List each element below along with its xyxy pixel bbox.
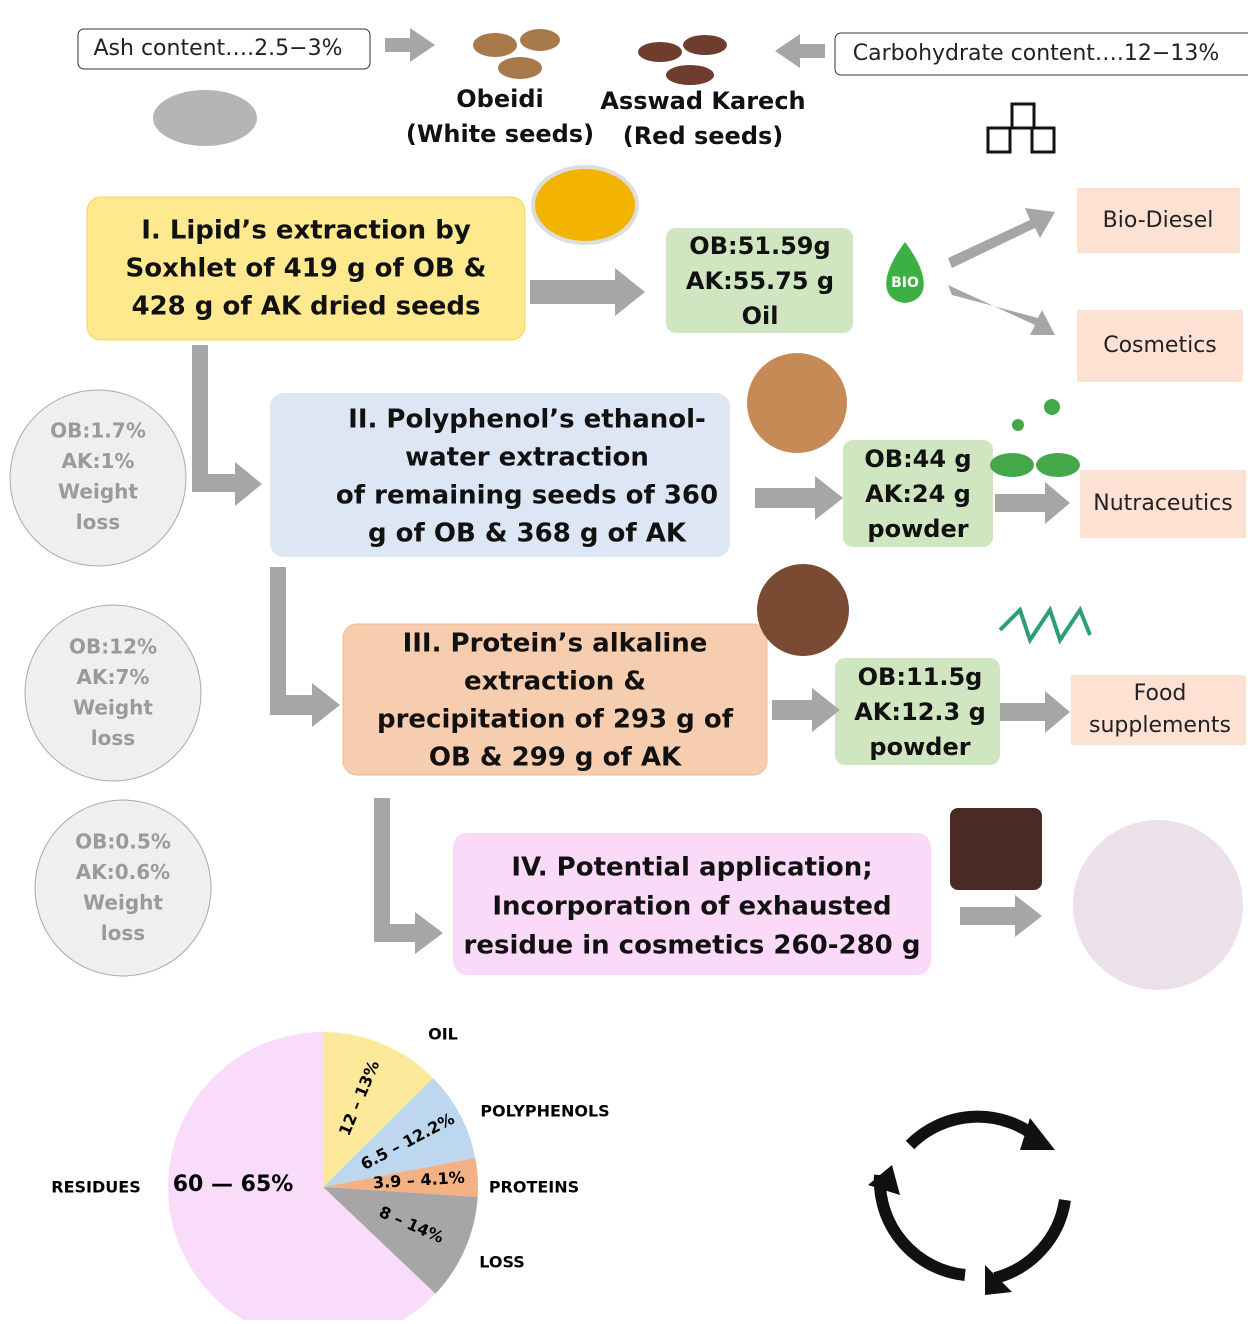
application-text: Nutraceutics — [1093, 491, 1232, 516]
pie-category: OIL — [428, 1025, 458, 1044]
cubes-icon — [988, 104, 1054, 152]
loss-text: loss — [91, 726, 135, 750]
plant-icon — [990, 399, 1080, 477]
loss-text: AK:1% — [62, 449, 135, 473]
loss-text: Weight — [73, 696, 153, 720]
powder-image — [757, 564, 849, 656]
pie-category: PROTEINS — [489, 1178, 579, 1197]
step-text: extraction & — [464, 667, 646, 697]
application-text: Cosmetics — [1103, 333, 1217, 358]
red-seeds-image — [638, 35, 727, 85]
protein-icon — [1000, 610, 1090, 640]
ash-text: Ash content….2.5−3% — [94, 36, 343, 61]
seed-name: Obeidi — [456, 85, 544, 113]
yield-text: OB:44 g — [864, 445, 971, 473]
step-text: IV. Potential application; — [511, 853, 872, 883]
application-text: Bio-Diesel — [1103, 208, 1214, 233]
yield-text: powder — [867, 515, 968, 543]
ash-image — [153, 90, 257, 146]
step-text: OB & 299 g of AK — [429, 743, 682, 773]
seed-desc: (White seeds) — [406, 120, 594, 148]
yield-text: OB:51.59g — [689, 232, 830, 260]
yield-text: OB:11.5g — [858, 663, 983, 691]
loss-text: loss — [101, 921, 145, 945]
loss-text: OB:12% — [69, 635, 157, 659]
cream-image — [1073, 820, 1243, 990]
arrow — [775, 34, 825, 68]
loss-circle — [35, 800, 211, 976]
pie-category: RESIDUES — [51, 1178, 140, 1197]
yield-text: AK:24 g — [865, 480, 971, 508]
recycle-icon — [868, 1117, 1065, 1295]
step-text: Incorporation of exhausted — [492, 892, 891, 922]
loss-text: AK:7% — [77, 665, 150, 689]
loss-text: OB:1.7% — [50, 419, 146, 443]
step-text: water extraction — [405, 443, 649, 473]
loss-text: Weight — [83, 891, 163, 915]
yield-text: powder — [869, 733, 970, 761]
yield-text: AK:55.75 g — [686, 267, 834, 295]
residue-image — [950, 808, 1042, 890]
slice-label: 60 — 65% — [173, 1172, 294, 1197]
application-text: Food — [1134, 681, 1187, 706]
step-text: III. Protein’s alkaline — [403, 629, 708, 659]
page: Ash content….2.5−3% Carbohydrate content… — [0, 0, 1248, 1324]
step-text: of remaining seeds of 360 — [336, 481, 718, 511]
loss-circle — [25, 605, 201, 781]
oil-image — [533, 167, 637, 243]
loss-text: OB:0.5% — [75, 830, 171, 854]
yield-text: AK:12.3 g — [854, 698, 986, 726]
diagram: Ash content….2.5−3% Carbohydrate content… — [0, 0, 1248, 1320]
pie-category: LOSS — [479, 1253, 525, 1272]
carb-text: Carbohydrate content….12−13% — [853, 41, 1219, 66]
bio-icon — [886, 242, 924, 303]
arrow — [385, 28, 435, 62]
step-text: 428 g of AK dried seeds — [131, 292, 480, 322]
loss-text: loss — [76, 510, 120, 534]
loss-text: Weight — [58, 480, 138, 504]
step-text: Soxhlet of 419 g of OB & — [126, 254, 487, 284]
white-seeds-image — [473, 29, 560, 79]
loss-circle — [10, 390, 186, 566]
step-text: residue in cosmetics 260-280 g — [464, 931, 921, 961]
loss-text: AK:0.6% — [76, 860, 170, 884]
step-text: precipitation of 293 g of — [377, 705, 734, 735]
application-text: supplements — [1089, 713, 1231, 738]
step-text: g of OB & 368 g of AK — [368, 519, 687, 549]
bio-text: BIO — [891, 275, 919, 291]
seed-desc: (Red seeds) — [623, 122, 784, 150]
seed-name: Asswad Karech — [600, 87, 805, 115]
step-text: II. Polyphenol’s ethanol- — [348, 405, 706, 435]
powder-image — [747, 353, 847, 453]
pie-category: POLYPHENOLS — [480, 1102, 609, 1121]
step-text: I. Lipid’s extraction by — [141, 216, 471, 246]
yield-text: Oil — [742, 302, 779, 330]
